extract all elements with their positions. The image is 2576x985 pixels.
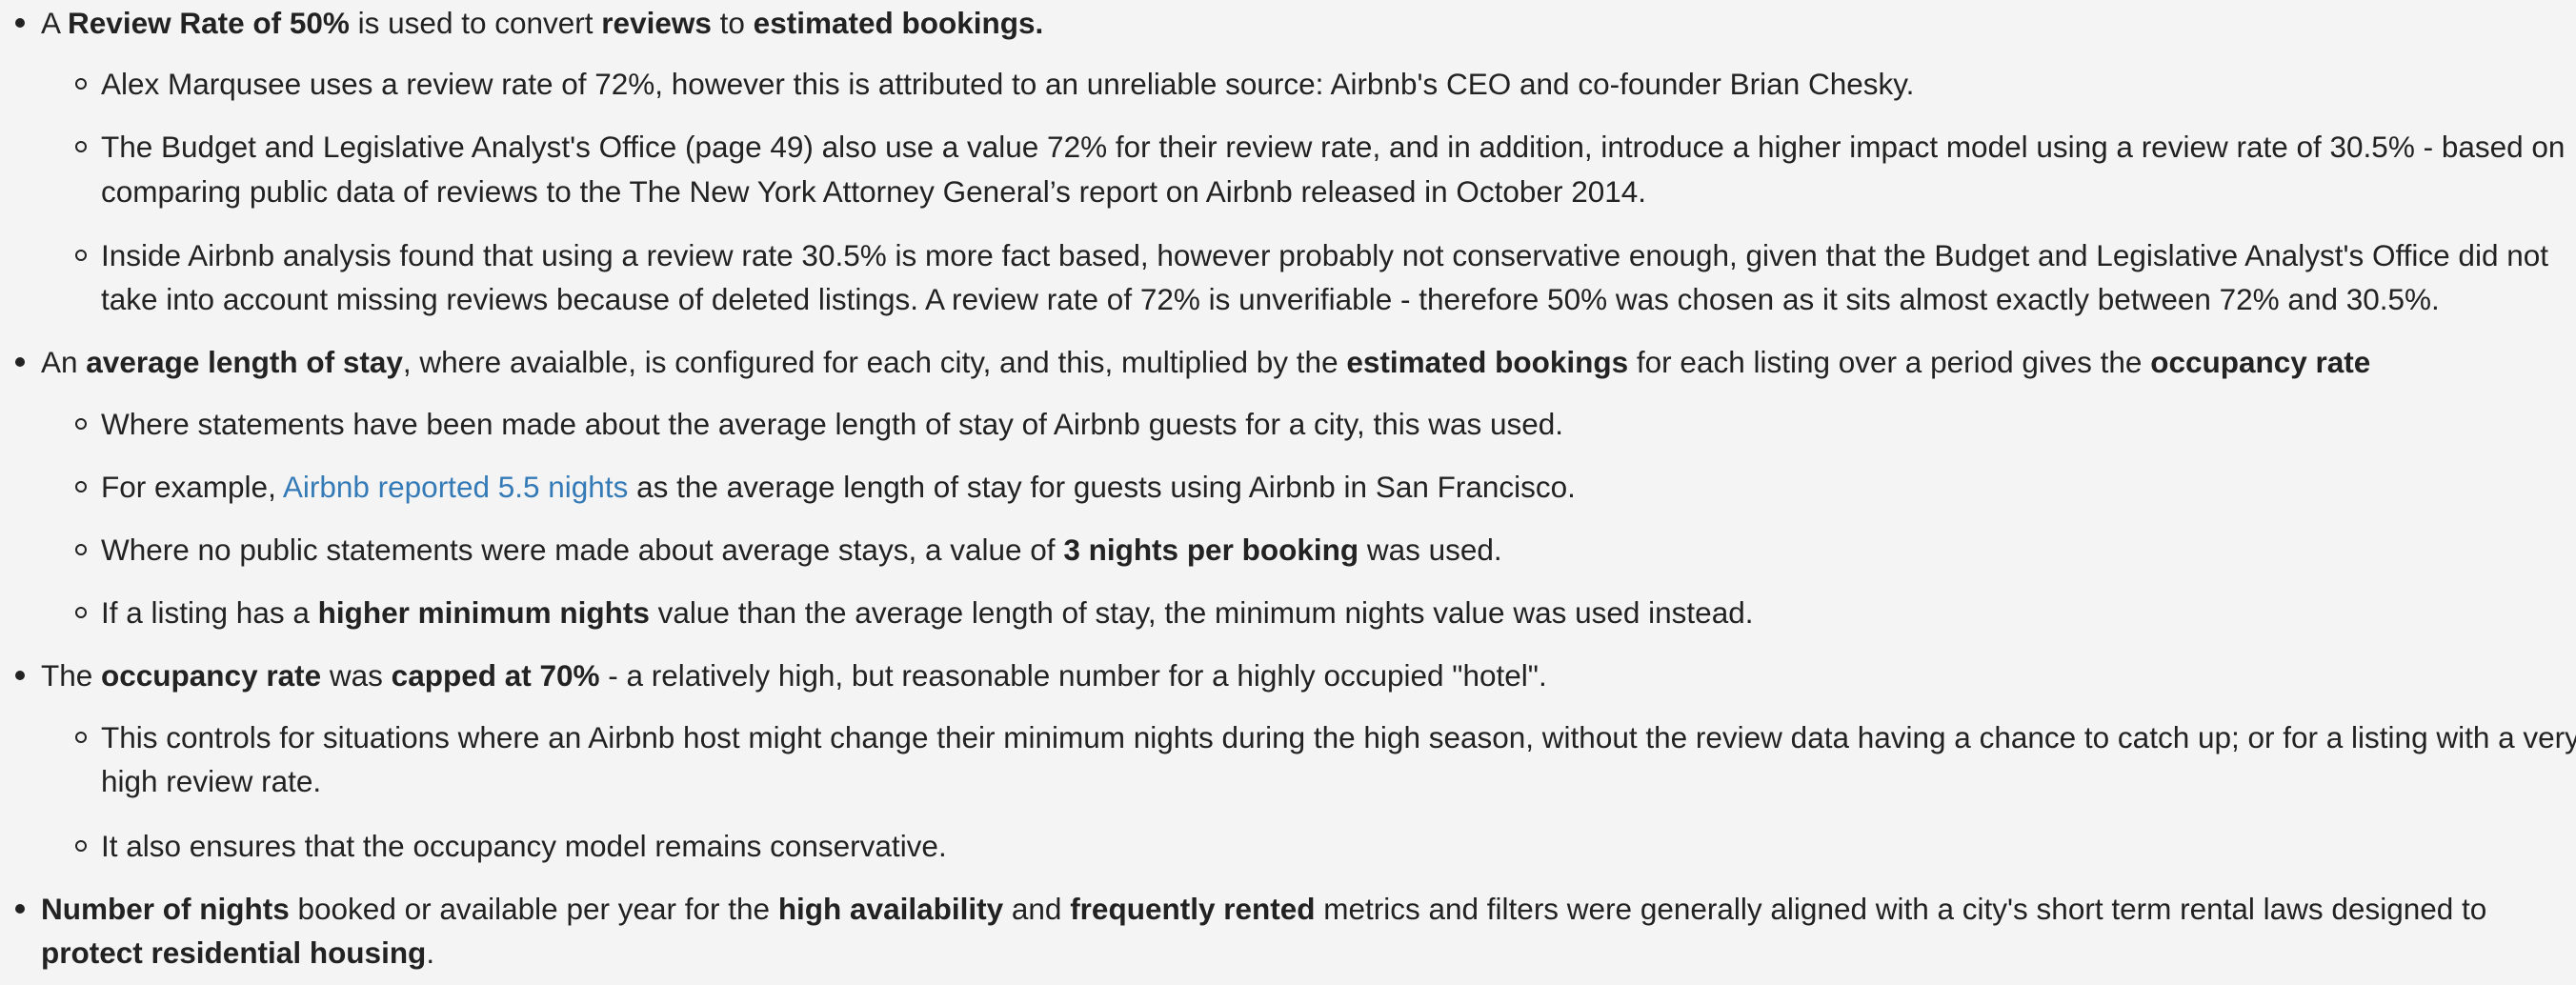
sub-item-controls-line2: high review rate. — [101, 764, 322, 798]
text-segment: as the average length of stay for guests… — [628, 470, 1576, 504]
bullet-icon — [15, 18, 25, 28]
circle-bullet-icon — [75, 250, 87, 261]
bold-text: estimated bookings. — [753, 6, 1044, 40]
bullet-icon — [15, 904, 25, 914]
text-segment: was used. — [1358, 533, 1502, 567]
bold-text: Review Rate of 50% — [68, 6, 350, 40]
text-segment: was — [321, 658, 392, 693]
text-segment: metrics and filters were generally align… — [1315, 892, 2487, 926]
sub-item-inside-airbnb-line1: Inside Airbnb analysis found that using … — [101, 238, 2549, 272]
list-item-length-of-stay: An average length of stay, where avaialb… — [41, 340, 2370, 384]
sub-item-conservative: It also ensures that the occupancy model… — [101, 829, 947, 863]
bold-text: Number of nights — [41, 892, 290, 926]
airbnb-reported-link[interactable]: Airbnb reported 5.5 nights — [282, 470, 629, 504]
circle-bullet-icon — [75, 418, 87, 430]
text-segment: , where avaialble, is configured for eac… — [402, 345, 1347, 379]
list-item-occupancy-cap: The occupancy rate was capped at 70% - a… — [41, 653, 1547, 697]
bullet-icon — [15, 671, 25, 680]
text-segment: is used to convert — [349, 6, 602, 40]
bold-text: high availability — [777, 892, 1004, 926]
list-item-number-of-nights-line1: Number of nights booked or available per… — [41, 887, 2486, 931]
bold-text: capped at 70% — [391, 658, 600, 693]
circle-bullet-icon — [75, 607, 87, 618]
text-segment: The — [41, 658, 102, 693]
sub-item-example: For example, Airbnb reported 5.5 nights … — [101, 465, 1576, 509]
bold-text: occupancy rate — [2150, 345, 2371, 379]
text-segment: Where no public statements were made abo… — [101, 533, 1064, 567]
text-segment: value than the average length of stay, t… — [649, 595, 1754, 630]
text-segment: If a listing has a — [101, 595, 318, 630]
text-segment: for each listing over a period gives the — [1628, 345, 2151, 379]
circle-bullet-icon — [75, 78, 87, 90]
bold-text: average length of stay — [86, 345, 403, 379]
text-segment: - a relatively high, but reasonable numb… — [599, 658, 1547, 693]
text-segment: A — [41, 6, 69, 40]
circle-bullet-icon — [75, 840, 87, 852]
text-segment: . — [426, 935, 435, 970]
sub-item-marqusee: Alex Marqusee uses a review rate of 72%,… — [101, 67, 1915, 101]
text-segment: For example, — [101, 470, 283, 504]
sub-item-no-statements: Where no public statements were made abo… — [101, 528, 1502, 572]
list-item-review-rate: A Review Rate of 50% is used to convert … — [41, 1, 1043, 45]
sub-item-inside-airbnb-line2: take into account missing reviews becaus… — [101, 282, 2440, 316]
text-segment: An — [41, 345, 87, 379]
bold-text: protect residential housing — [41, 935, 427, 970]
circle-bullet-icon — [75, 732, 87, 743]
sub-item-minimum-nights: If a listing has a higher minimum nights… — [101, 591, 1754, 634]
sub-item-controls-line1: This controls for situations where an Ai… — [101, 720, 2576, 754]
bold-text: 3 nights per booking — [1063, 533, 1359, 567]
sub-item-bla-office-line2: comparing public data of reviews to the … — [101, 174, 1647, 209]
text-segment: booked or available per year for the — [289, 892, 778, 926]
sub-item-bla-office-line1: The Budget and Legislative Analyst's Off… — [101, 130, 2566, 164]
bullet-icon — [15, 357, 25, 367]
bold-text: higher minimum nights — [317, 595, 650, 630]
bold-text: frequently rented — [1070, 892, 1316, 926]
circle-bullet-icon — [75, 544, 87, 555]
bold-text: reviews — [601, 6, 712, 40]
circle-bullet-icon — [75, 481, 87, 492]
text-segment: to — [711, 6, 754, 40]
circle-bullet-icon — [75, 141, 87, 152]
list-item-number-of-nights-line2: protect residential housing. — [41, 931, 434, 975]
bold-text: occupancy rate — [101, 658, 322, 693]
sub-item-statements: Where statements have been made about th… — [101, 407, 1564, 441]
bold-text: estimated bookings — [1346, 345, 1629, 379]
text-segment: and — [1003, 892, 1071, 926]
